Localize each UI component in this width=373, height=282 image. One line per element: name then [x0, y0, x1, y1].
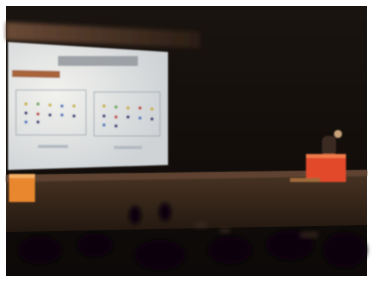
projection-screen [8, 42, 168, 170]
photo [0, 0, 373, 282]
left-lectern [9, 174, 35, 202]
